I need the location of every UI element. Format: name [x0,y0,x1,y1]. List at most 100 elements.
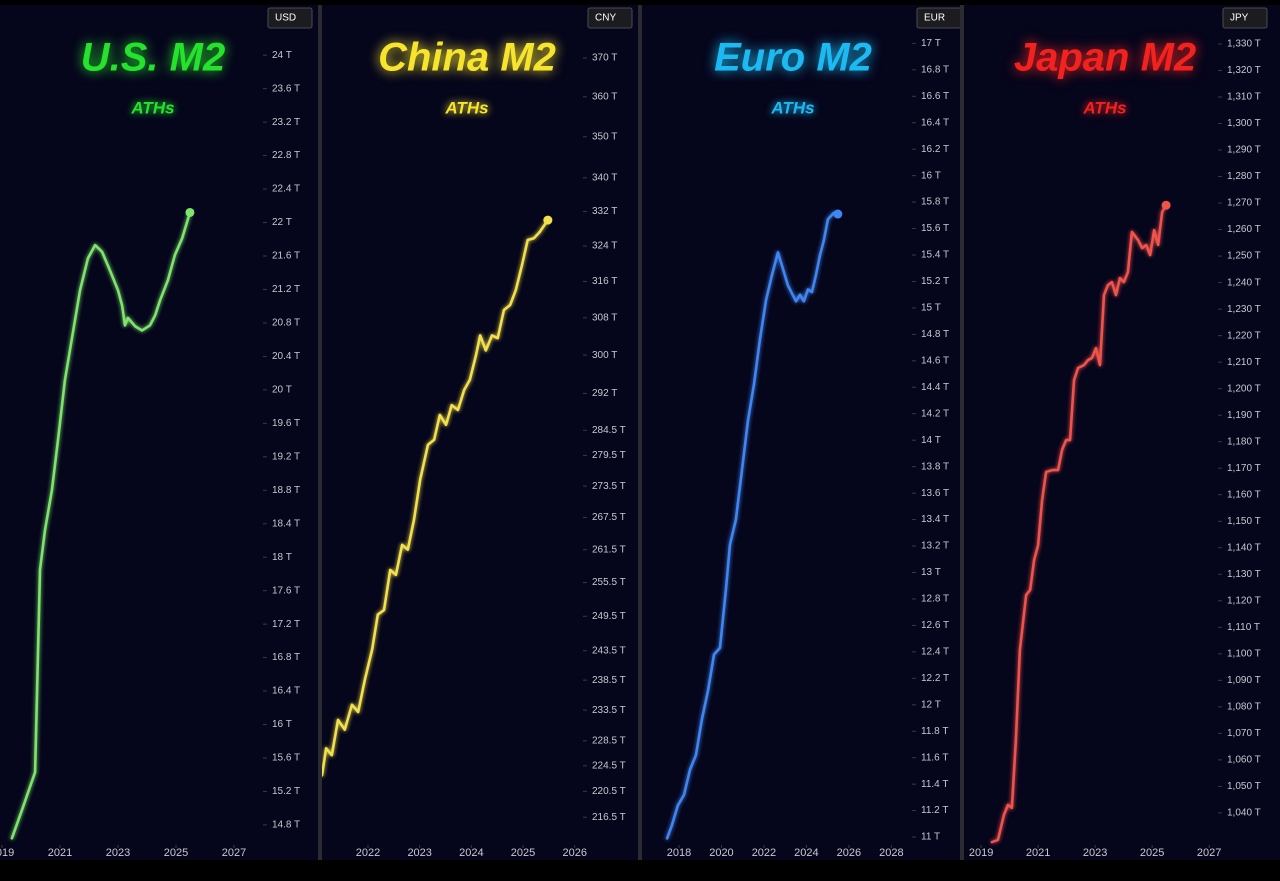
y-tick-label: 15.2 T [272,786,300,797]
y-tick-label: 16.4 T [272,686,300,697]
data-line [10,211,192,840]
x-tick-label: 2025 [164,847,188,859]
y-tick-label: 13.4 T [921,514,949,525]
y-tick-label: 11.2 T [921,805,948,816]
chart-subtitle: ATHs [1082,98,1126,117]
y-tick-label: 16 T [272,719,292,730]
data-line [322,218,550,777]
y-tick-label: 20 T [272,385,292,396]
y-tick-label: 12 T [921,699,941,710]
y-tick-label: 19.2 T [272,451,300,462]
y-tick-label: 1,170 T [1227,463,1261,474]
y-tick-label: 340 T [592,172,617,183]
y-tick-label: 18.8 T [272,485,300,496]
y-tick-label: 18 T [272,552,292,563]
y-tick-label: 228.5 T [592,735,626,746]
y-tick-label: 12.6 T [921,620,949,631]
x-tick-label: 2019 [0,847,14,859]
y-tick-label: 300 T [592,350,617,361]
x-tick-label: 2027 [1197,847,1221,859]
y-tick-label: 1,160 T [1227,489,1261,500]
y-tick-label: 216.5 T [592,812,626,823]
y-tick-label: 370 T [592,53,617,64]
y-tick-label: 11.8 T [921,726,948,737]
y-tick-label: 1,210 T [1227,357,1261,368]
y-tick-label: 16.8 T [272,652,300,663]
y-tick-label: 17 T [921,38,941,49]
y-tick-label: 360 T [592,91,617,102]
y-tick-label: 255.5 T [592,577,626,588]
y-tick-label: 1,320 T [1227,65,1261,76]
end-point [543,215,553,225]
chart-panel: 1,040 T 1,050 T 1,060 T 1,070 T 1,080 T 1,090… [964,5,1280,860]
y-tick-label: 224.5 T [592,760,626,771]
x-tick-label: 2028 [879,847,903,859]
y-tick-label: 350 T [592,131,617,142]
y-tick-label: 1,310 T [1227,92,1261,103]
y-tick-label: 16.2 T [921,144,949,155]
y-tick-label: 13 T [921,567,941,578]
x-tick-label: 2018 [667,847,691,859]
y-tick-label: 1,190 T [1227,410,1261,421]
y-tick-label: 13.6 T [921,488,949,499]
divider [960,5,964,860]
y-tick-label: 15.2 T [921,276,949,287]
y-tick-label: 292 T [592,388,617,399]
x-tick-label: 2020 [709,847,733,859]
x-tick-label: 2021 [48,847,72,859]
y-tick-label: 1,250 T [1227,251,1261,262]
x-tick-label: 2023 [106,847,130,859]
y-tick-label: 1,110 T [1227,622,1260,633]
x-tick-label: 2024 [459,847,483,859]
y-tick-label: 1,260 T [1227,224,1261,235]
y-tick-label: 14.8 T [921,329,949,340]
y-tick-label: 1,090 T [1227,675,1261,686]
x-tick-label: 2021 [1026,847,1050,859]
y-tick-label: 20.4 T [272,351,300,362]
y-tick-label: 12.8 T [921,594,949,605]
y-tick-label: 11.6 T [921,752,948,763]
x-tick-label: 2024 [794,847,818,859]
y-tick-label: 308 T [592,312,617,323]
chart-subtitle: ATHs [770,98,814,117]
y-tick-label: 14.4 T [921,382,949,393]
x-tick-label: 2027 [222,847,246,859]
y-tick-label: 1,040 T [1227,808,1261,819]
y-tick-label: 19.6 T [272,418,300,429]
y-tick-label: 249.5 T [592,611,626,622]
y-tick-label: 233.5 T [592,705,626,716]
y-tick-label: 284.5 T [592,425,626,436]
y-tick-label: 21.2 T [272,284,300,295]
y-tick-label: 18.4 T [272,518,300,529]
currency-box [587,7,633,29]
x-tick-label: 2026 [837,847,861,859]
y-tick-label: 1,100 T [1227,648,1261,659]
y-tick-label: 261.5 T [592,544,626,555]
y-tick-label: 15.6 T [921,223,949,234]
y-tick-label: 23.2 T [272,117,300,128]
x-tick-label: 2025 [511,847,535,859]
y-tick-label: 16 T [921,170,941,181]
y-tick-label: 1,070 T [1227,728,1261,739]
currency-label: CNY [595,13,616,24]
end-point [185,207,195,217]
y-tick-label: 23.6 T [272,83,300,94]
currency-label: JPY [1230,13,1249,24]
y-tick-label: 14.2 T [921,408,949,419]
divider [318,5,322,860]
y-tick-label: 316 T [592,276,617,287]
y-tick-label: 14 T [921,435,941,446]
y-tick-label: 1,150 T [1227,516,1261,527]
y-tick-label: 220.5 T [592,786,626,797]
y-tick-label: 1,080 T [1227,701,1261,712]
x-tick-label: 2022 [356,847,380,859]
x-tick-label: 2023 [1083,847,1107,859]
y-tick-label: 15 T [921,303,941,314]
y-tick-label: 1,330 T [1227,39,1261,50]
y-tick-label: 1,130 T [1227,569,1261,580]
y-tick-label: 21.6 T [272,251,300,262]
x-tick-label: 2022 [752,847,776,859]
chart-panel: 216.5 T 220.5 T 224.5 T 228.5 T 233.5 T 238.5… [322,5,638,860]
panel-background [642,5,960,860]
